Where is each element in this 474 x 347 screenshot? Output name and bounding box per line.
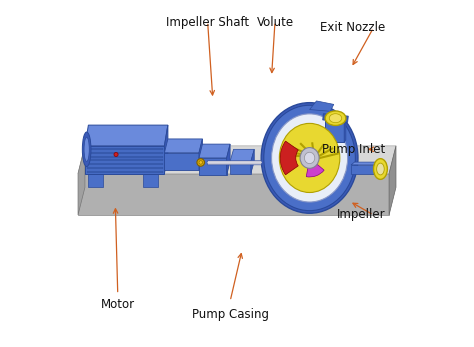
Text: Exit Nozzle: Exit Nozzle — [320, 22, 386, 34]
Wedge shape — [280, 141, 298, 175]
Ellipse shape — [300, 147, 319, 168]
Polygon shape — [88, 174, 103, 187]
Ellipse shape — [325, 111, 346, 126]
Polygon shape — [87, 167, 163, 169]
Polygon shape — [143, 160, 159, 174]
Ellipse shape — [279, 124, 340, 193]
Polygon shape — [230, 149, 254, 161]
Ellipse shape — [84, 137, 89, 161]
Polygon shape — [344, 118, 346, 142]
Polygon shape — [325, 117, 346, 122]
Polygon shape — [88, 160, 104, 174]
Polygon shape — [87, 171, 163, 173]
Ellipse shape — [304, 152, 315, 164]
Polygon shape — [199, 144, 230, 158]
Wedge shape — [306, 163, 324, 177]
Polygon shape — [338, 158, 351, 172]
Polygon shape — [199, 139, 202, 170]
Polygon shape — [87, 159, 163, 161]
Polygon shape — [230, 161, 251, 174]
Polygon shape — [87, 148, 163, 150]
Polygon shape — [87, 152, 163, 154]
Polygon shape — [85, 146, 164, 174]
Text: Motor: Motor — [100, 298, 135, 311]
Text: Pump Casing: Pump Casing — [191, 308, 269, 321]
Text: Impeller: Impeller — [337, 209, 386, 221]
Polygon shape — [78, 146, 396, 174]
Ellipse shape — [272, 114, 347, 202]
Polygon shape — [251, 149, 254, 174]
Polygon shape — [78, 146, 85, 215]
Polygon shape — [85, 125, 168, 146]
Polygon shape — [208, 161, 262, 165]
Polygon shape — [208, 162, 262, 163]
Polygon shape — [227, 144, 230, 175]
Text: Impeller Shaft: Impeller Shaft — [166, 16, 249, 29]
Ellipse shape — [329, 114, 342, 123]
Ellipse shape — [261, 103, 358, 213]
Polygon shape — [87, 155, 163, 158]
Polygon shape — [164, 125, 168, 174]
Polygon shape — [293, 172, 305, 186]
Ellipse shape — [114, 152, 118, 156]
Polygon shape — [310, 101, 334, 111]
Polygon shape — [199, 158, 227, 175]
Text: Pump Inlet: Pump Inlet — [322, 143, 386, 156]
Polygon shape — [351, 162, 386, 165]
Text: Volute: Volute — [256, 16, 293, 29]
Polygon shape — [325, 120, 344, 142]
Polygon shape — [277, 172, 290, 186]
Ellipse shape — [282, 183, 285, 186]
Ellipse shape — [82, 132, 91, 167]
Polygon shape — [164, 153, 199, 170]
Polygon shape — [78, 174, 389, 215]
Polygon shape — [164, 139, 202, 153]
Polygon shape — [351, 165, 382, 174]
Ellipse shape — [342, 183, 346, 186]
Ellipse shape — [264, 105, 356, 211]
Ellipse shape — [377, 163, 384, 175]
Polygon shape — [338, 172, 350, 186]
Ellipse shape — [374, 159, 387, 179]
Polygon shape — [143, 174, 158, 187]
Polygon shape — [323, 114, 348, 122]
Polygon shape — [389, 146, 396, 215]
Ellipse shape — [197, 159, 204, 166]
Ellipse shape — [298, 183, 301, 186]
Polygon shape — [293, 158, 306, 172]
Polygon shape — [277, 158, 291, 172]
Ellipse shape — [199, 161, 202, 164]
Polygon shape — [87, 163, 163, 165]
